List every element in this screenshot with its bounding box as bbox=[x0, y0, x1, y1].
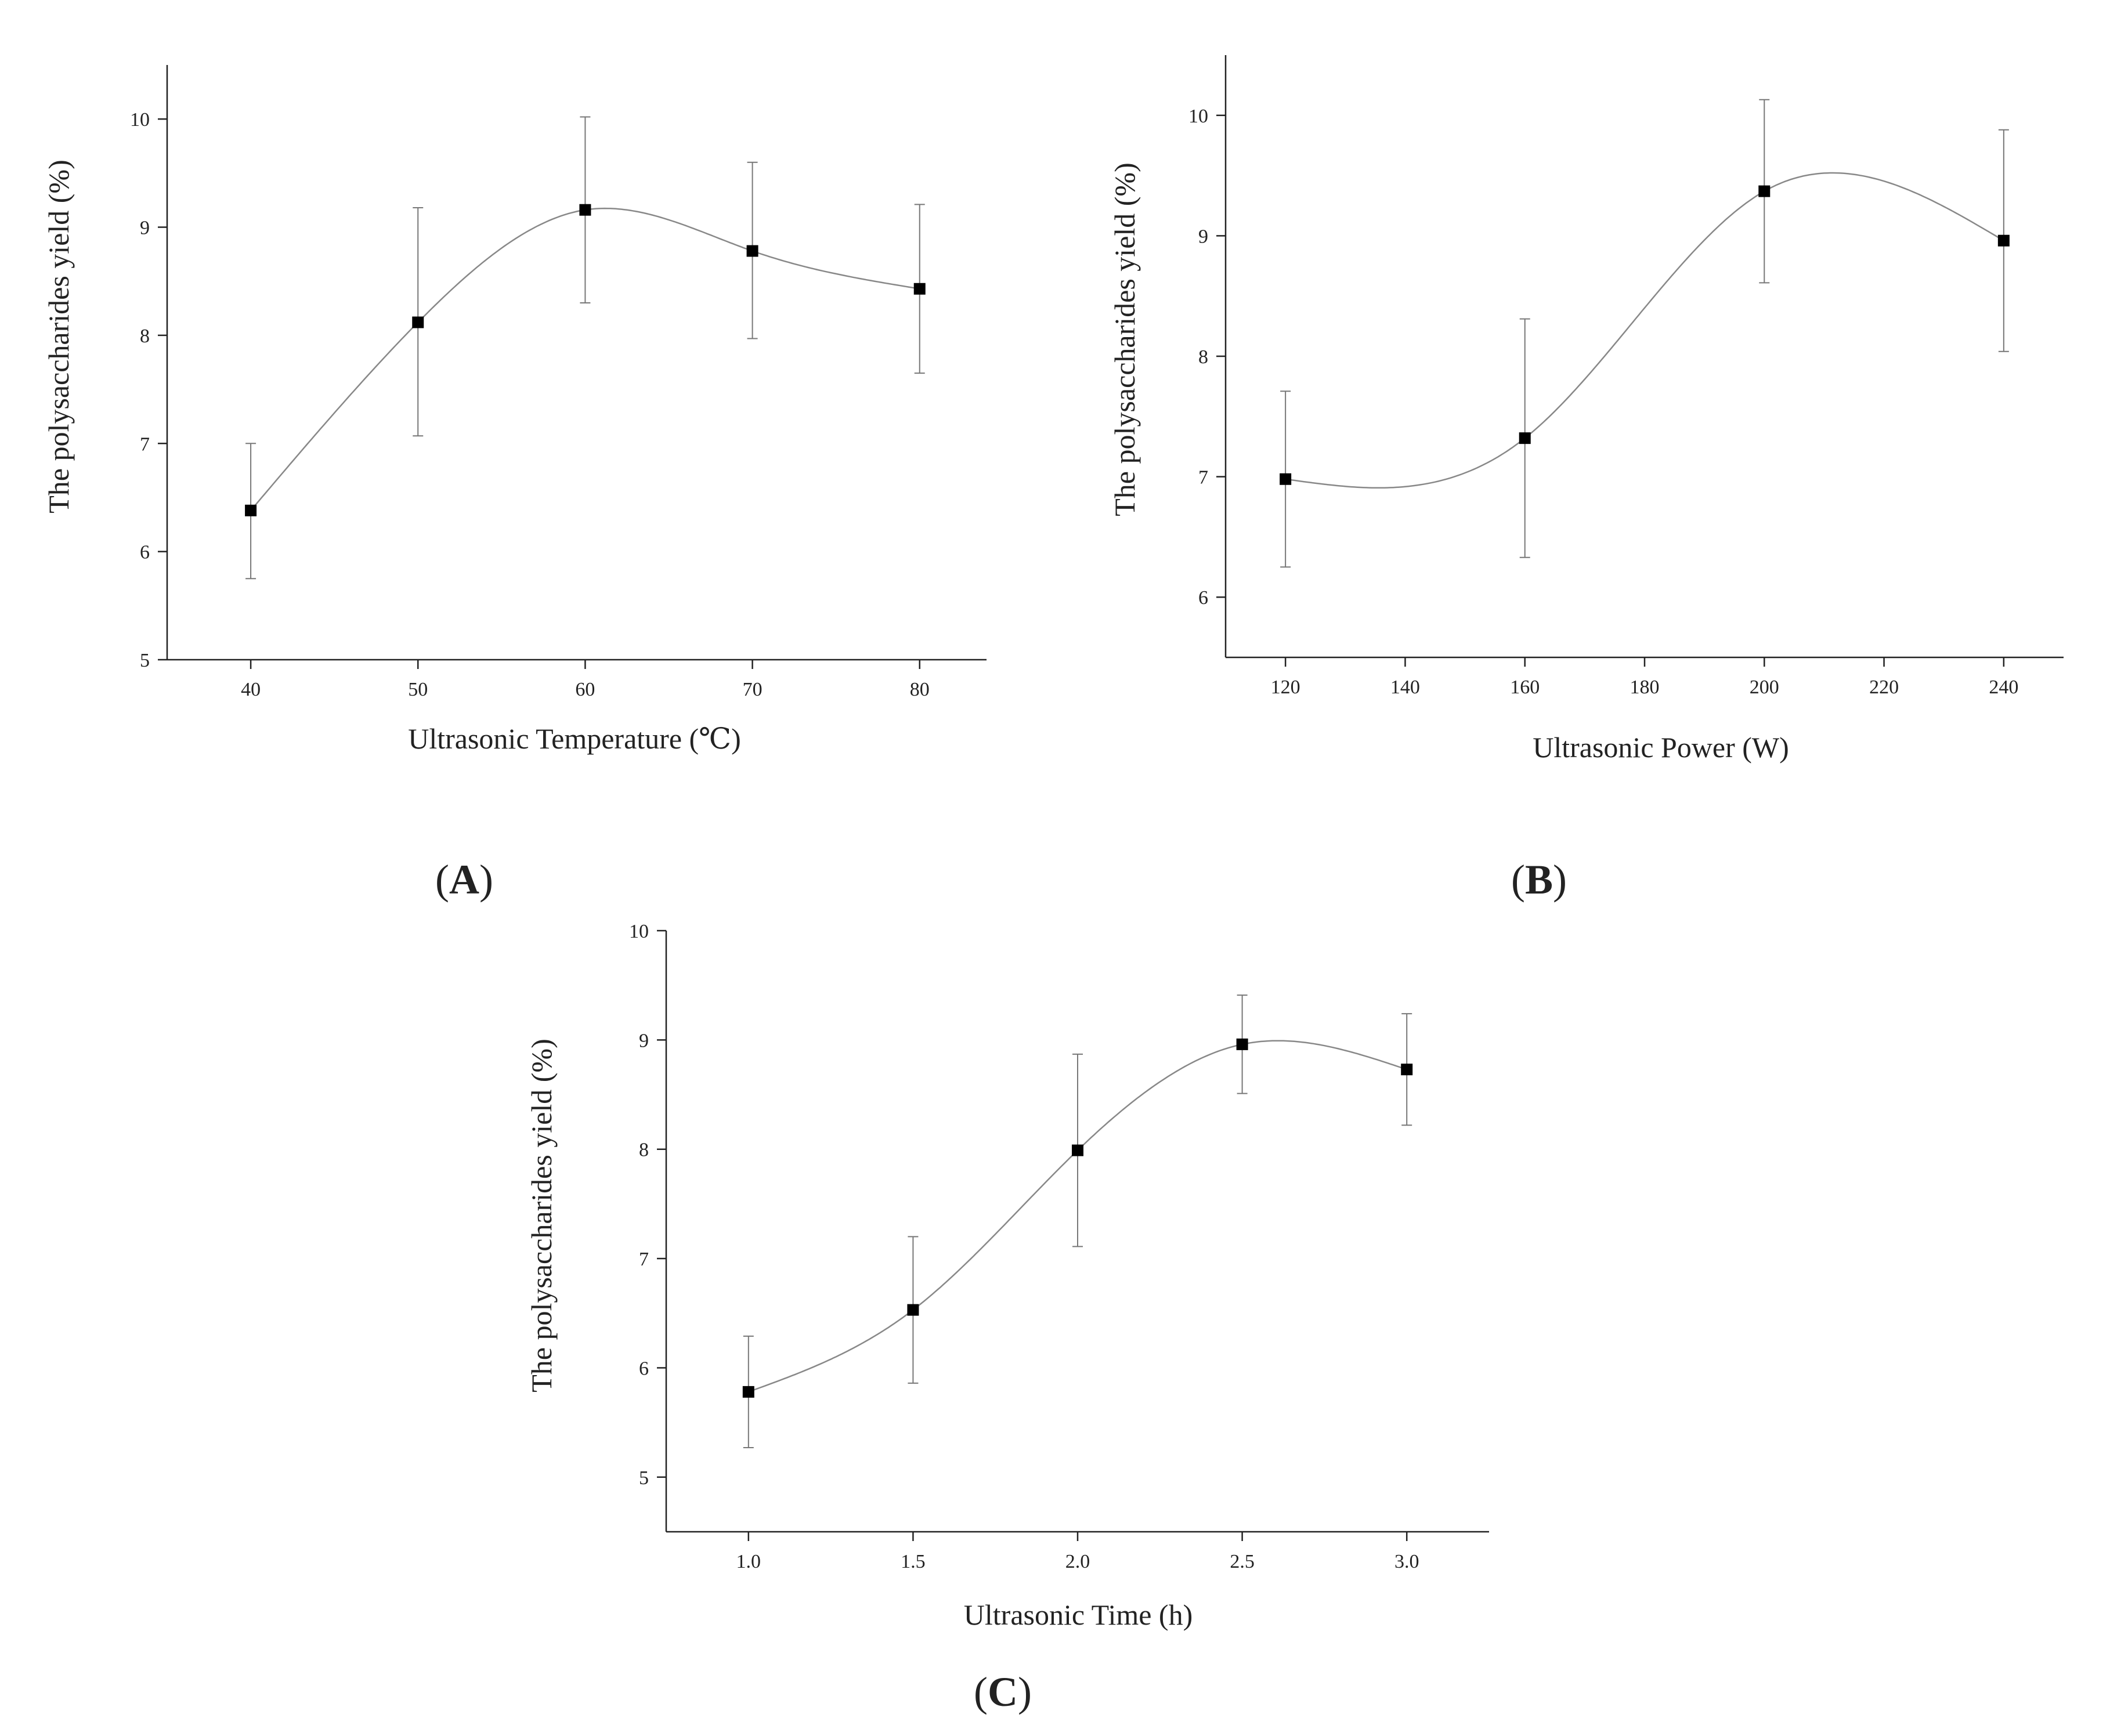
data-point bbox=[579, 204, 591, 216]
data-point bbox=[1072, 1144, 1083, 1156]
data-point bbox=[1758, 185, 1771, 197]
y-tick-label: 9 bbox=[140, 218, 150, 239]
data-point bbox=[1997, 234, 2010, 247]
data-point bbox=[245, 504, 257, 516]
series-line bbox=[1285, 172, 2004, 489]
y-tick-label: 6 bbox=[140, 542, 150, 563]
panel-label: (A) bbox=[435, 856, 493, 903]
x-axis-label: Ultrasonic Time (h) bbox=[964, 1598, 1193, 1631]
y-axis-label: The polysaccharides yield (%) bbox=[42, 160, 75, 513]
plot-area: 1.0 1.5 2.0 2.5 3.0 5 6 7 8 9 10 bbox=[629, 921, 1489, 1572]
data-point bbox=[742, 1386, 754, 1398]
data-point bbox=[1401, 1064, 1413, 1076]
x-tick-label: 2.0 bbox=[1065, 1551, 1090, 1572]
chart-panel-a: 40 50 60 70 80 5 6 7 8 9 10 Ultrasonic Temperature… bbox=[42, 65, 987, 903]
x-tick-label: 120 bbox=[1271, 677, 1300, 698]
data-point bbox=[907, 1304, 919, 1316]
plot-area: 120 140 160 180 200 220 240 6 7 8 9 10 bbox=[1188, 55, 2064, 698]
y-tick-label: 7 bbox=[639, 1249, 649, 1270]
x-tick-label: 1.5 bbox=[901, 1551, 926, 1572]
plot-area: 40 50 60 70 80 5 6 7 8 9 10 bbox=[130, 65, 987, 700]
y-tick-label: 6 bbox=[639, 1358, 649, 1379]
y-tick-label: 8 bbox=[1198, 346, 1208, 368]
panel-label: (B) bbox=[1511, 856, 1567, 903]
y-tick-label: 9 bbox=[639, 1030, 649, 1051]
x-tick-label: 3.0 bbox=[1394, 1551, 1419, 1572]
x-tick-label: 140 bbox=[1390, 677, 1420, 698]
x-tick-label: 180 bbox=[1630, 677, 1660, 698]
x-tick-label: 70 bbox=[743, 679, 763, 700]
y-tick-label: 10 bbox=[629, 921, 649, 942]
x-tick-label: 60 bbox=[575, 679, 595, 700]
x-axis-label: Ultrasonic Temperature (℃) bbox=[408, 722, 741, 755]
y-axis-label: The polysaccharides yield (%) bbox=[525, 1039, 558, 1392]
data-point bbox=[1236, 1038, 1248, 1050]
y-tick-label: 7 bbox=[1198, 467, 1208, 489]
x-tick-label: 80 bbox=[910, 679, 930, 700]
y-tick-label: 8 bbox=[639, 1140, 649, 1161]
y-tick-label: 7 bbox=[140, 433, 150, 455]
x-tick-label: 50 bbox=[408, 679, 428, 700]
x-tick-label: 200 bbox=[1750, 677, 1779, 698]
y-tick-label: 5 bbox=[639, 1467, 649, 1489]
data-point bbox=[746, 245, 758, 257]
y-tick-label: 8 bbox=[140, 326, 150, 347]
y-tick-label: 10 bbox=[1188, 106, 1208, 127]
y-tick-label: 10 bbox=[130, 109, 150, 131]
x-tick-label: 1.0 bbox=[736, 1551, 761, 1572]
chart-panel-b: 120 140 160 180 200 220 240 6 7 8 9 10 Ultrasonic P… bbox=[1108, 55, 2064, 903]
data-point bbox=[913, 283, 926, 295]
x-tick-label: 240 bbox=[1989, 677, 2018, 698]
x-tick-label: 160 bbox=[1510, 677, 1540, 698]
y-tick-label: 6 bbox=[1198, 587, 1208, 609]
x-tick-label: 220 bbox=[1869, 677, 1899, 698]
y-axis-label: The polysaccharides yield (%) bbox=[1108, 162, 1141, 516]
chart-panel-c: 1.0 1.5 2.0 2.5 3.0 5 6 7 8 9 10 Ultrasonic Time (… bbox=[525, 921, 1489, 1715]
data-point bbox=[1280, 473, 1292, 485]
x-axis-label: Ultrasonic Power (W) bbox=[1533, 731, 1789, 764]
x-tick-label: 2.5 bbox=[1230, 1551, 1255, 1572]
y-tick-label: 9 bbox=[1198, 226, 1208, 247]
panel-label: (C) bbox=[974, 1669, 1032, 1715]
data-point bbox=[1519, 432, 1531, 444]
x-tick-label: 40 bbox=[241, 679, 261, 700]
data-point bbox=[412, 316, 424, 328]
y-tick-label: 5 bbox=[140, 650, 150, 671]
